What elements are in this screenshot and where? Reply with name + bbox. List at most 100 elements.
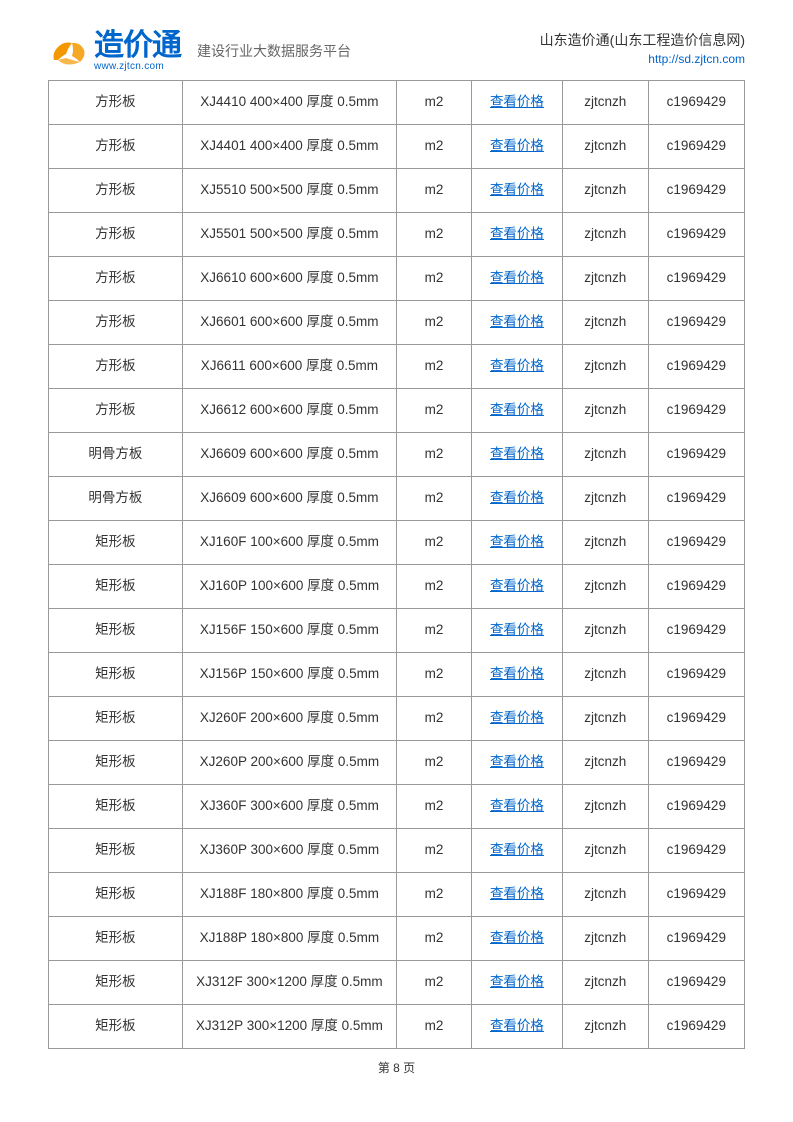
cell-unit: m2 [396, 873, 471, 917]
cell-name: 方形板 [49, 301, 183, 345]
cell-name: 矩形板 [49, 1005, 183, 1049]
cell-price: 查看价格 [471, 81, 562, 125]
cell-spec: XJ160F 100×600 厚度 0.5mm [182, 521, 396, 565]
cell-unit: m2 [396, 521, 471, 565]
cell-spec: XJ6612 600×600 厚度 0.5mm [182, 389, 396, 433]
cell-spec: XJ312F 300×1200 厚度 0.5mm [182, 961, 396, 1005]
price-link[interactable]: 查看价格 [490, 446, 544, 461]
price-link[interactable]: 查看价格 [490, 226, 544, 241]
table-row: 矩形板XJ156F 150×600 厚度 0.5mmm2查看价格zjtcnzhc… [49, 609, 745, 653]
table-row: 矩形板XJ188F 180×800 厚度 0.5mmm2查看价格zjtcnzhc… [49, 873, 745, 917]
cell-unit: m2 [396, 741, 471, 785]
cell-spec: XJ360F 300×600 厚度 0.5mm [182, 785, 396, 829]
cell-spec: XJ188P 180×800 厚度 0.5mm [182, 917, 396, 961]
cell-price: 查看价格 [471, 433, 562, 477]
price-link[interactable]: 查看价格 [490, 666, 544, 681]
cell-price: 查看价格 [471, 961, 562, 1005]
cell-unit: m2 [396, 961, 471, 1005]
cell-price: 查看价格 [471, 873, 562, 917]
price-link[interactable]: 查看价格 [490, 886, 544, 901]
price-link[interactable]: 查看价格 [490, 842, 544, 857]
price-link[interactable]: 查看价格 [490, 798, 544, 813]
cell-unit: m2 [396, 169, 471, 213]
cell-brand: zjtcnzh [562, 1005, 648, 1049]
cell-price: 查看价格 [471, 521, 562, 565]
cell-name: 矩形板 [49, 609, 183, 653]
cell-price: 查看价格 [471, 213, 562, 257]
table-row: 方形板XJ5510 500×500 厚度 0.5mmm2查看价格zjtcnzhc… [49, 169, 745, 213]
cell-code: c1969429 [648, 565, 744, 609]
price-link[interactable]: 查看价格 [490, 358, 544, 373]
table-row: 矩形板XJ260P 200×600 厚度 0.5mmm2查看价格zjtcnzhc… [49, 741, 745, 785]
cell-unit: m2 [396, 213, 471, 257]
price-link[interactable]: 查看价格 [490, 94, 544, 109]
cell-code: c1969429 [648, 829, 744, 873]
price-link[interactable]: 查看价格 [490, 138, 544, 153]
price-link[interactable]: 查看价格 [490, 402, 544, 417]
cell-code: c1969429 [648, 609, 744, 653]
cell-brand: zjtcnzh [562, 477, 648, 521]
cell-spec: XJ5501 500×500 厚度 0.5mm [182, 213, 396, 257]
cell-brand: zjtcnzh [562, 257, 648, 301]
cell-unit: m2 [396, 81, 471, 125]
price-link[interactable]: 查看价格 [490, 622, 544, 637]
cell-code: c1969429 [648, 389, 744, 433]
price-link[interactable]: 查看价格 [490, 270, 544, 285]
cell-spec: XJ6609 600×600 厚度 0.5mm [182, 433, 396, 477]
price-link[interactable]: 查看价格 [490, 182, 544, 197]
logo-icon [48, 30, 90, 72]
table-row: 方形板XJ6612 600×600 厚度 0.5mmm2查看价格zjtcnzhc… [49, 389, 745, 433]
cell-code: c1969429 [648, 213, 744, 257]
cell-brand: zjtcnzh [562, 81, 648, 125]
cell-brand: zjtcnzh [562, 829, 648, 873]
tagline: 建设行业大数据服务平台 [197, 41, 351, 61]
cell-brand: zjtcnzh [562, 389, 648, 433]
cell-unit: m2 [396, 257, 471, 301]
cell-code: c1969429 [648, 917, 744, 961]
cell-price: 查看价格 [471, 389, 562, 433]
cell-brand: zjtcnzh [562, 213, 648, 257]
price-link[interactable]: 查看价格 [490, 930, 544, 945]
cell-price: 查看价格 [471, 829, 562, 873]
cell-name: 矩形板 [49, 521, 183, 565]
cell-code: c1969429 [648, 301, 744, 345]
cell-price: 查看价格 [471, 653, 562, 697]
cell-spec: XJ156P 150×600 厚度 0.5mm [182, 653, 396, 697]
cell-spec: XJ260P 200×600 厚度 0.5mm [182, 741, 396, 785]
price-link[interactable]: 查看价格 [490, 710, 544, 725]
cell-spec: XJ188F 180×800 厚度 0.5mm [182, 873, 396, 917]
cell-spec: XJ6601 600×600 厚度 0.5mm [182, 301, 396, 345]
cell-brand: zjtcnzh [562, 565, 648, 609]
price-link[interactable]: 查看价格 [490, 490, 544, 505]
cell-code: c1969429 [648, 785, 744, 829]
cell-spec: XJ6611 600×600 厚度 0.5mm [182, 345, 396, 389]
table-row: 方形板XJ5501 500×500 厚度 0.5mmm2查看价格zjtcnzhc… [49, 213, 745, 257]
table-row: 明骨方板XJ6609 600×600 厚度 0.5mmm2查看价格zjtcnzh… [49, 433, 745, 477]
cell-spec: XJ312P 300×1200 厚度 0.5mm [182, 1005, 396, 1049]
price-link[interactable]: 查看价格 [490, 1018, 544, 1033]
cell-unit: m2 [396, 301, 471, 345]
cell-unit: m2 [396, 477, 471, 521]
cell-brand: zjtcnzh [562, 169, 648, 213]
price-link[interactable]: 查看价格 [490, 974, 544, 989]
cell-unit: m2 [396, 125, 471, 169]
page-footer: 第 8 页 [48, 1059, 745, 1076]
table-row: 方形板XJ4410 400×400 厚度 0.5mmm2查看价格zjtcnzhc… [49, 81, 745, 125]
cell-code: c1969429 [648, 1005, 744, 1049]
price-link[interactable]: 查看价格 [490, 754, 544, 769]
cell-brand: zjtcnzh [562, 301, 648, 345]
cell-spec: XJ5510 500×500 厚度 0.5mm [182, 169, 396, 213]
header-right-url[interactable]: http://sd.zjtcn.com [540, 52, 745, 66]
cell-brand: zjtcnzh [562, 653, 648, 697]
cell-name: 矩形板 [49, 785, 183, 829]
cell-name: 方形板 [49, 345, 183, 389]
price-link[interactable]: 查看价格 [490, 314, 544, 329]
cell-brand: zjtcnzh [562, 609, 648, 653]
cell-code: c1969429 [648, 81, 744, 125]
price-link[interactable]: 查看价格 [490, 534, 544, 549]
cell-spec: XJ260F 200×600 厚度 0.5mm [182, 697, 396, 741]
price-link[interactable]: 查看价格 [490, 578, 544, 593]
cell-code: c1969429 [648, 741, 744, 785]
cell-code: c1969429 [648, 961, 744, 1005]
cell-brand: zjtcnzh [562, 697, 648, 741]
